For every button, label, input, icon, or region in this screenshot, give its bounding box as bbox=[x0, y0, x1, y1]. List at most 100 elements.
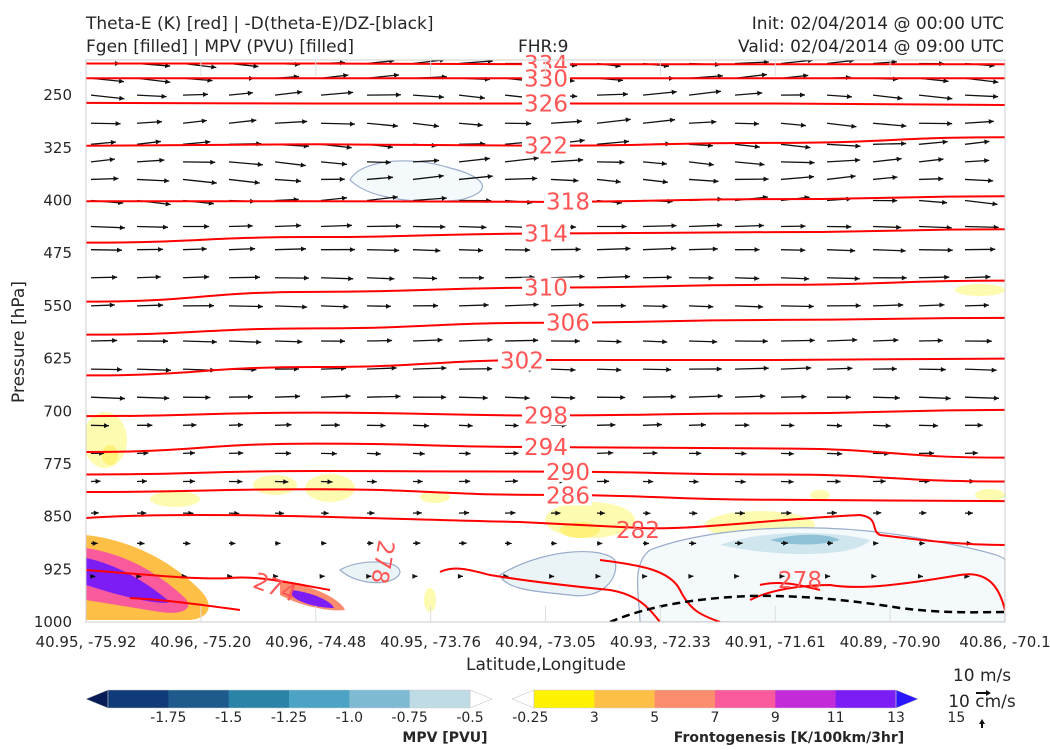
y-tick-label: 400 bbox=[43, 192, 72, 210]
wind-vector bbox=[412, 510, 422, 516]
x-tick-label: 40.89, -70.90 bbox=[840, 633, 941, 651]
theta-e-contour bbox=[129, 597, 241, 611]
wind-vector bbox=[826, 303, 861, 309]
wind-vector bbox=[734, 422, 750, 428]
wind-vector bbox=[90, 121, 121, 127]
wind-vector bbox=[136, 139, 161, 145]
colorbar-segment bbox=[409, 690, 471, 708]
wind-vector bbox=[918, 510, 927, 516]
wind-vector bbox=[320, 540, 327, 546]
wind-vector bbox=[274, 339, 303, 345]
x-tick-label: 40.96, -75.20 bbox=[150, 633, 251, 651]
wind-vector bbox=[550, 367, 576, 373]
wind-vector bbox=[228, 450, 244, 456]
wind-vector bbox=[826, 157, 861, 163]
wind-vector bbox=[734, 479, 746, 485]
theta-e-label-bg bbox=[522, 135, 570, 156]
wind-vector bbox=[90, 338, 118, 344]
x-tick-label: 40.96, -74.48 bbox=[265, 633, 366, 651]
wind-vector bbox=[228, 394, 254, 400]
wind-vector bbox=[412, 337, 443, 343]
colorbar-segment bbox=[835, 690, 897, 708]
theta-e-contour bbox=[599, 559, 721, 622]
wind-vector bbox=[274, 246, 307, 252]
y-tick-label: 475 bbox=[43, 244, 72, 262]
wind-vector bbox=[688, 222, 723, 228]
wind-vector bbox=[136, 422, 153, 428]
wind-vector bbox=[320, 247, 355, 253]
colorbar-segment bbox=[289, 690, 350, 708]
wind-vector bbox=[826, 394, 851, 400]
wind-vector bbox=[504, 540, 512, 546]
wind-vector bbox=[457, 573, 463, 579]
colorbar-frame bbox=[533, 689, 897, 709]
wind-vector bbox=[274, 479, 289, 485]
wind-vector bbox=[688, 366, 722, 372]
wind-vector bbox=[90, 94, 125, 101]
wind-vector bbox=[550, 157, 584, 163]
wind-vector bbox=[642, 246, 677, 252]
wind-vector bbox=[780, 337, 815, 343]
wind-vector bbox=[136, 478, 148, 484]
wind-vector bbox=[825, 573, 831, 579]
wind-vector bbox=[320, 276, 354, 282]
wind-vector bbox=[320, 451, 337, 457]
wind-vector bbox=[872, 141, 907, 147]
fgen-region bbox=[975, 489, 1005, 501]
wind-vector bbox=[918, 199, 948, 205]
wind-scale-vertical-arrow bbox=[979, 719, 985, 728]
wind-vector bbox=[918, 121, 953, 127]
wind-vector bbox=[274, 178, 302, 184]
wind-vector bbox=[550, 302, 585, 308]
theta-e-label: 286 bbox=[546, 483, 590, 509]
wind-vector bbox=[458, 247, 484, 253]
wind-vector bbox=[366, 338, 393, 344]
wind-vector bbox=[412, 479, 423, 485]
theta-e-contour bbox=[639, 513, 1005, 546]
wind-vector bbox=[136, 246, 164, 252]
wind-vector bbox=[872, 337, 899, 343]
colorbar-tick-label: 5 bbox=[650, 710, 659, 726]
colorbar-tick-label: 7 bbox=[711, 710, 720, 726]
wind-vector bbox=[504, 302, 539, 308]
wind-vector bbox=[228, 422, 244, 428]
wind-vector bbox=[136, 178, 170, 184]
theta-e-label-bg bbox=[522, 93, 570, 114]
wind-vector bbox=[182, 139, 211, 145]
wind-vector bbox=[366, 194, 398, 202]
wind-vector bbox=[595, 573, 601, 579]
colorbar-tick-label: -0.75 bbox=[392, 710, 428, 726]
wind-vector bbox=[872, 248, 906, 254]
wind-vector bbox=[320, 176, 345, 182]
wind-vector bbox=[90, 139, 116, 145]
wind-vector bbox=[779, 573, 785, 579]
wind-vector bbox=[412, 394, 447, 400]
wind-vector bbox=[596, 224, 627, 230]
wind-vector bbox=[642, 367, 672, 373]
wind-vector bbox=[734, 223, 764, 229]
wind-vector bbox=[182, 394, 211, 400]
wind-vector bbox=[504, 176, 538, 182]
wind-vector bbox=[274, 119, 308, 125]
theta-e-label: 310 bbox=[524, 276, 568, 302]
wind-vector bbox=[366, 573, 372, 579]
theta-e-label: 314 bbox=[524, 222, 568, 248]
wind-vector bbox=[550, 178, 579, 184]
wind-vector bbox=[504, 423, 519, 429]
theta-e-contour bbox=[86, 513, 641, 529]
wind-vector bbox=[826, 540, 834, 546]
wind-vector bbox=[320, 90, 354, 96]
colorbar-segment bbox=[108, 690, 169, 708]
wind-vector bbox=[826, 337, 858, 343]
frontogenesis-colorbar-title: Frontogenesis [K/100km/3hr] bbox=[674, 730, 904, 746]
wind-vector bbox=[734, 143, 760, 150]
wind-vector bbox=[90, 302, 115, 308]
wind-vector bbox=[320, 422, 340, 428]
fgen-region bbox=[292, 590, 334, 608]
wind-vector bbox=[458, 510, 470, 516]
wind-vector bbox=[826, 451, 843, 457]
wind-vector bbox=[734, 540, 743, 546]
wind-vector bbox=[320, 161, 348, 167]
wind-vector bbox=[182, 274, 210, 280]
